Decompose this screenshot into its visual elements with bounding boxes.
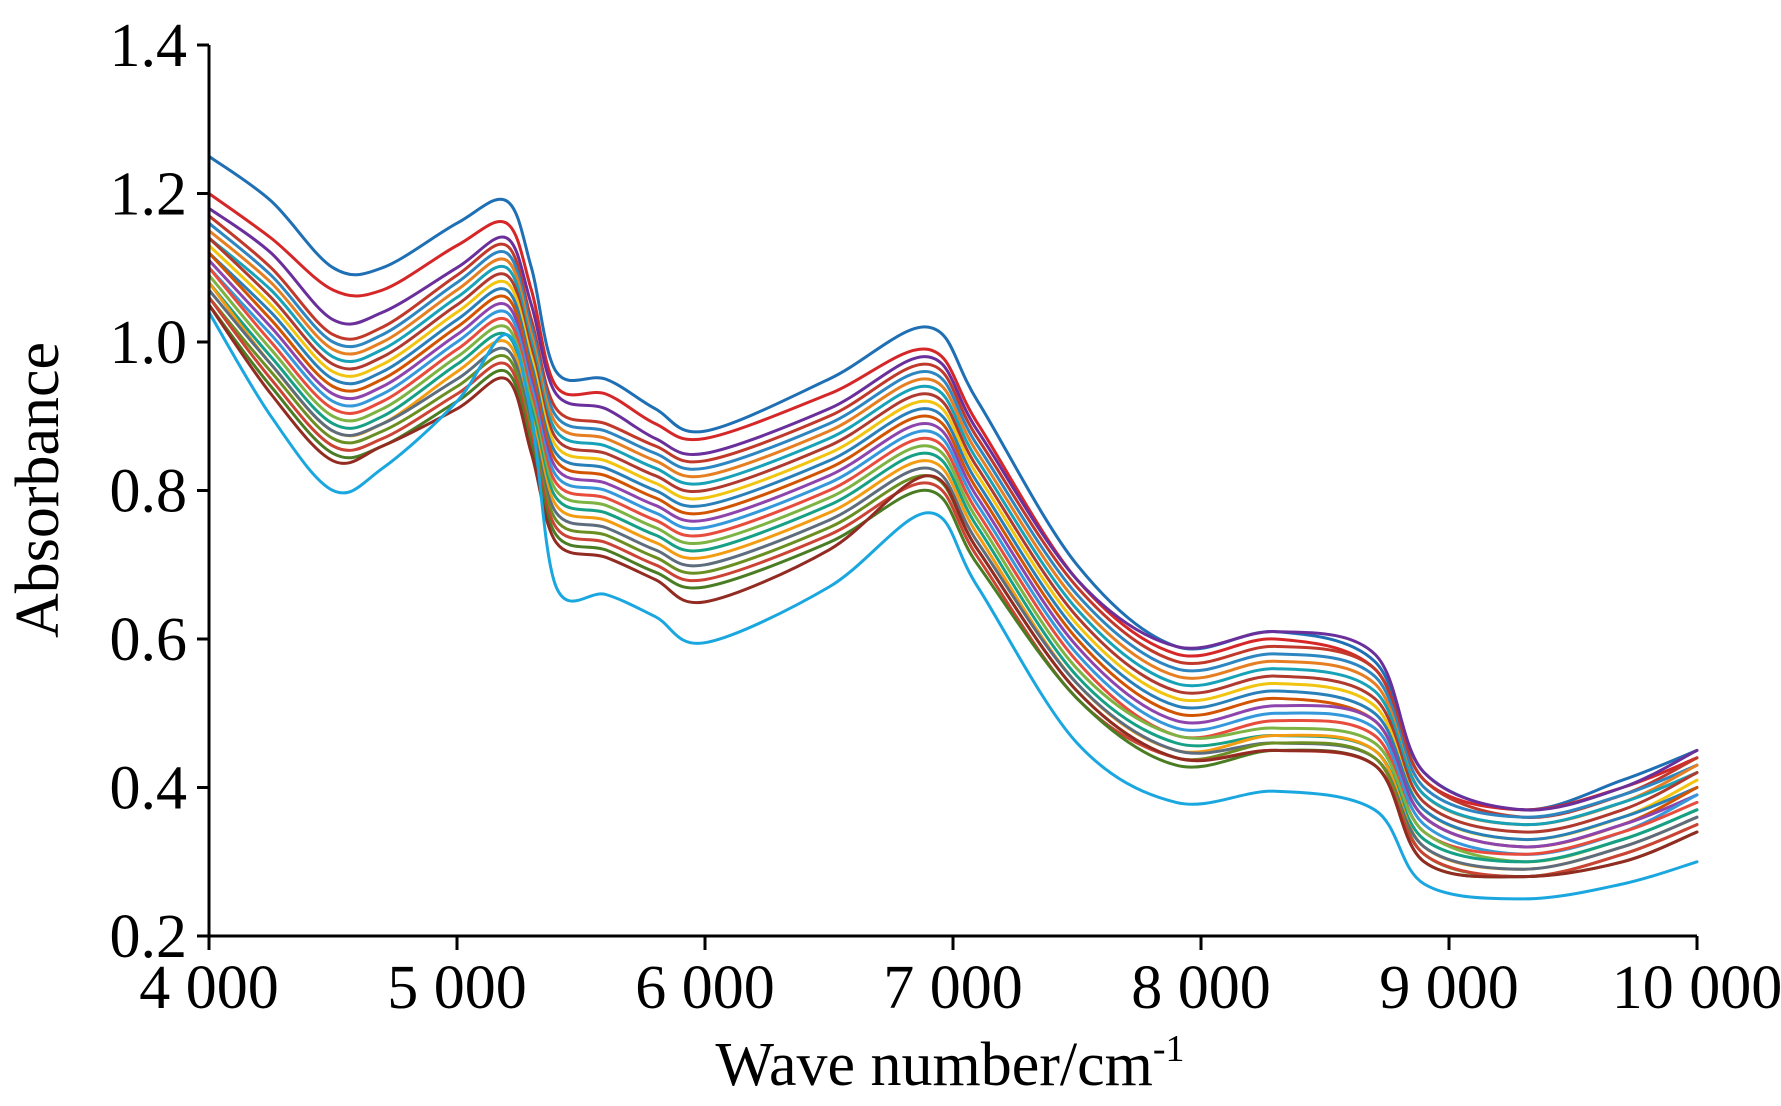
y-tick-label: 1.0 — [110, 309, 188, 377]
spectrum-line-14 — [207, 266, 1699, 856]
spectrum-line-7 — [207, 236, 1699, 827]
spectrum-line-16 — [207, 281, 1699, 864]
x-ticks: 4 000 5 000 6 000 7 000 8 000 9 000 10 000 — [139, 936, 1781, 1022]
y-tick-label: 0.4 — [110, 755, 188, 823]
spectrum-line-6 — [207, 229, 1699, 827]
y-ticks: 0.2 0.4 0.6 0.8 1.0 1.2 1.4 — [110, 12, 209, 971]
spectrum-line-23 — [207, 310, 1699, 901]
spectrum-line-10 — [207, 251, 1699, 842]
spectrum-line-15 — [207, 273, 1699, 864]
spectrum-line-3 — [207, 206, 1699, 812]
x-axis-label-text: Wave number/cm — [715, 1031, 1152, 1099]
y-axis-label: Absorbance — [4, 342, 72, 638]
y-tick-label: 1.2 — [110, 161, 188, 229]
x-tick-label: 9 000 — [1379, 954, 1519, 1022]
spectrum-line-5 — [207, 221, 1699, 819]
spectrum-line-8 — [207, 236, 1699, 834]
spectrum-line-13 — [207, 266, 1699, 856]
spectrum-line-9 — [207, 244, 1699, 842]
x-tick-label: 4 000 — [139, 954, 279, 1022]
spectrum-line-11 — [207, 251, 1699, 849]
x-tick-label: 6 000 — [635, 954, 775, 1022]
y-tick-label: 0.2 — [110, 903, 188, 971]
x-tick-label: 5 000 — [387, 954, 527, 1022]
x-axis-label: Wave number/cm-1 — [715, 1028, 1184, 1099]
y-tick-label: 0.6 — [110, 606, 188, 674]
spectrum-line-17 — [207, 281, 1699, 871]
x-axis-label-superscript: -1 — [1153, 1028, 1185, 1070]
spectrum-line-12 — [207, 258, 1699, 849]
spectra-series-group — [207, 154, 1699, 901]
y-tick-label: 1.4 — [110, 12, 188, 80]
x-tick-label: 8 000 — [1131, 954, 1271, 1022]
x-tick-label: 10 000 — [1612, 954, 1781, 1022]
spectrum-line-4 — [207, 214, 1699, 819]
y-tick-label: 0.8 — [110, 458, 188, 526]
x-tick-label: 7 000 — [883, 954, 1023, 1022]
